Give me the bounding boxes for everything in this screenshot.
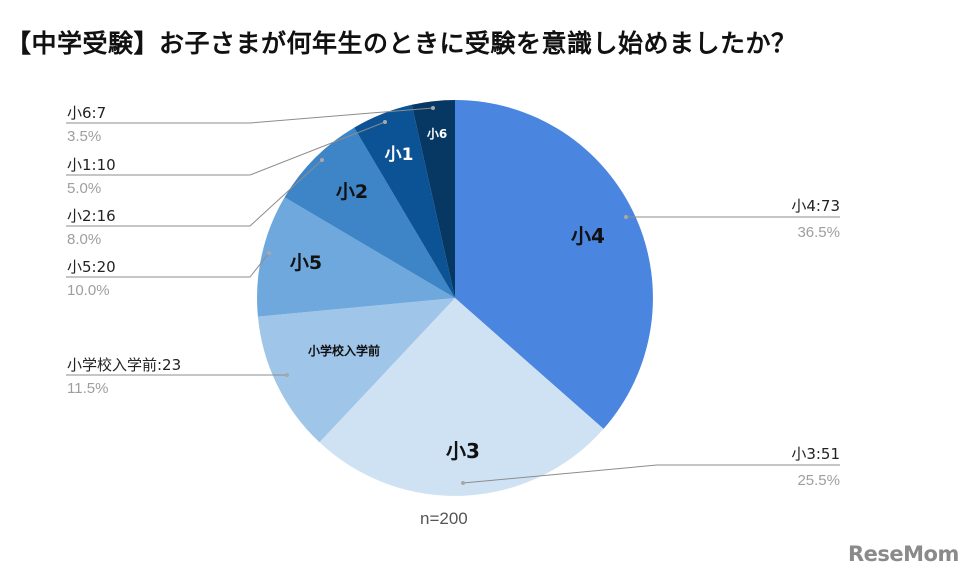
callout-label-sho5: 小5:20 (67, 258, 116, 276)
callout-label-sho1: 小1:10 (67, 156, 116, 174)
callout-pct-sho4: 36.5% (797, 224, 840, 241)
slice-sho4 (455, 100, 653, 429)
slice-sho2 (284, 127, 455, 298)
callout-pct-sho3: 25.5% (797, 472, 840, 489)
slice-label-sho3: 小3 (446, 439, 480, 463)
callout-pct-sho2: 8.0% (67, 231, 101, 248)
slice-label-sho2: 小2 (336, 181, 368, 203)
leader-dots (267, 106, 628, 485)
slice-sho3 (319, 298, 604, 496)
callout-pct-before-school: 11.5% (67, 380, 108, 397)
callout-label-sho3: 小3:51 (791, 445, 840, 463)
chart-title: 【中学受験】お子さまが何年生のときに受験を意識し始めましたか？ (6, 29, 797, 58)
slice-label-before-school: 小学校入学前 (308, 343, 380, 358)
callout-pct-sho5: 10.0% (67, 282, 110, 299)
sample-size-label: n=200 (420, 509, 468, 528)
slice-sho5 (257, 197, 455, 317)
slice-label-sho5: 小5 (290, 252, 322, 274)
resemom-logo: ReseMom. (848, 542, 961, 566)
slice-label-sho1: 小1 (385, 145, 414, 165)
callout-pct-sho1: 5.0% (67, 180, 101, 197)
callout-label-sho2: 小2:16 (67, 207, 116, 225)
callout-pct-sho6: 3.5% (67, 128, 101, 145)
leader-lines (66, 107, 840, 484)
slice-label-sho6: 小6 (427, 126, 447, 141)
slice-before-school (257, 298, 455, 443)
slice-sho6 (411, 100, 455, 298)
callout-label-sho4: 小4:73 (791, 197, 840, 215)
callout-label-before-school: 小学校入学前:23 (67, 356, 181, 374)
callout-label-sho6: 小6:7 (67, 104, 106, 122)
slice-label-sho4: 小4 (571, 224, 605, 248)
slice-sho1 (354, 104, 455, 298)
